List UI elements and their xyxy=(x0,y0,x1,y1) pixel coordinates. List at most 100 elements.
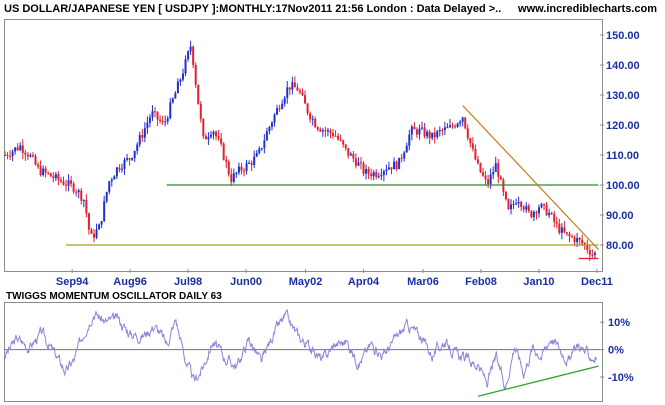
candle-body xyxy=(426,131,429,137)
candle-body xyxy=(347,148,350,156)
candle-body xyxy=(550,212,553,214)
candle-body xyxy=(581,239,584,244)
candle-body xyxy=(237,166,240,173)
candle-body xyxy=(240,166,243,171)
candle-body xyxy=(586,244,589,250)
candle-body xyxy=(57,174,60,180)
candle-body xyxy=(390,167,393,170)
candle-body xyxy=(232,173,235,182)
candle-body xyxy=(169,102,172,119)
candle-body xyxy=(370,173,373,177)
candle-body xyxy=(159,119,162,121)
candle-body xyxy=(352,153,355,159)
candle-body xyxy=(418,128,421,135)
candle-body xyxy=(166,118,169,122)
candle-body xyxy=(286,87,289,98)
candle-body xyxy=(296,87,299,91)
candle-body xyxy=(344,144,347,149)
candle-body xyxy=(382,171,385,176)
candle-body xyxy=(176,81,179,94)
candle-body xyxy=(4,155,6,156)
candle-body xyxy=(273,114,276,123)
candle-body xyxy=(21,145,24,153)
candle-body xyxy=(456,123,459,127)
candle-body xyxy=(324,130,327,132)
candle-body xyxy=(62,181,65,185)
candle-body xyxy=(187,51,190,60)
candle-body xyxy=(428,131,431,139)
candle-body xyxy=(235,172,238,174)
candle-body xyxy=(67,180,70,186)
downtrend-line xyxy=(462,105,599,250)
candle-body xyxy=(202,118,205,137)
candle-body xyxy=(11,151,14,157)
candle-body xyxy=(415,129,418,135)
oscillator-title: TWIGGS MOMENTUM OSCILLATOR DAILY 63 xyxy=(6,291,222,302)
candle-body xyxy=(548,212,551,216)
candle-body xyxy=(293,82,296,88)
candle-body xyxy=(161,120,164,122)
candle-body xyxy=(14,147,17,152)
candle-body xyxy=(227,161,230,175)
candle-body xyxy=(563,227,566,233)
candle-body xyxy=(568,233,571,237)
candle-body xyxy=(403,152,406,159)
candle-body xyxy=(270,122,273,127)
candle-body xyxy=(555,221,558,224)
candle-body xyxy=(156,111,159,120)
candle-body xyxy=(70,180,73,184)
y-tick-label: 90.00 xyxy=(606,210,634,222)
candle-body xyxy=(212,131,215,135)
candle-body xyxy=(217,136,220,139)
site-link[interactable]: www.incrediblecharts.com xyxy=(518,3,657,15)
candle-body xyxy=(489,174,492,185)
candle-body xyxy=(164,121,167,123)
candle-body xyxy=(72,183,75,192)
candle-body xyxy=(576,237,579,243)
candle-body xyxy=(423,127,426,137)
candle-body xyxy=(365,169,368,174)
candle-body xyxy=(225,159,228,162)
candle-body xyxy=(367,169,370,174)
candle-body xyxy=(304,95,307,104)
candle-body xyxy=(192,46,195,65)
candle-body xyxy=(469,138,472,144)
candle-body xyxy=(515,203,518,205)
candle-body xyxy=(100,221,103,225)
candle-body xyxy=(337,135,340,140)
candle-body xyxy=(520,202,523,208)
candle-body xyxy=(141,135,144,138)
candle-body xyxy=(535,211,538,214)
candle-body xyxy=(459,121,462,124)
candle-body xyxy=(504,191,507,200)
candle-body xyxy=(484,175,487,180)
candle-body xyxy=(502,179,505,192)
candle-body xyxy=(26,154,29,157)
candle-body xyxy=(387,167,390,170)
candle-body xyxy=(565,232,568,234)
candle-body xyxy=(593,252,596,255)
candle-body xyxy=(184,59,187,74)
candle-body xyxy=(9,155,12,157)
candle-body xyxy=(248,162,251,164)
y-tick-label: 120.00 xyxy=(606,120,640,132)
x-tick-label: Mar06 xyxy=(407,276,439,288)
x-tick-label: Jun00 xyxy=(230,276,262,288)
candle-body xyxy=(77,190,80,193)
candle-body xyxy=(255,153,258,157)
candle-body xyxy=(126,158,129,160)
candle-body xyxy=(82,199,85,201)
candle-body xyxy=(482,172,485,176)
x-tick-label: Apr04 xyxy=(348,276,380,288)
candle-body xyxy=(283,97,286,104)
candle-body xyxy=(110,179,113,182)
candle-body xyxy=(253,156,256,165)
candle-body xyxy=(476,159,479,164)
candle-body xyxy=(39,166,42,176)
candle-body xyxy=(380,175,383,177)
candle-body xyxy=(204,136,207,140)
candle-body xyxy=(209,134,212,137)
oscillator-trend-line xyxy=(477,365,599,397)
candle-body xyxy=(375,172,378,177)
candle-body xyxy=(540,204,543,208)
